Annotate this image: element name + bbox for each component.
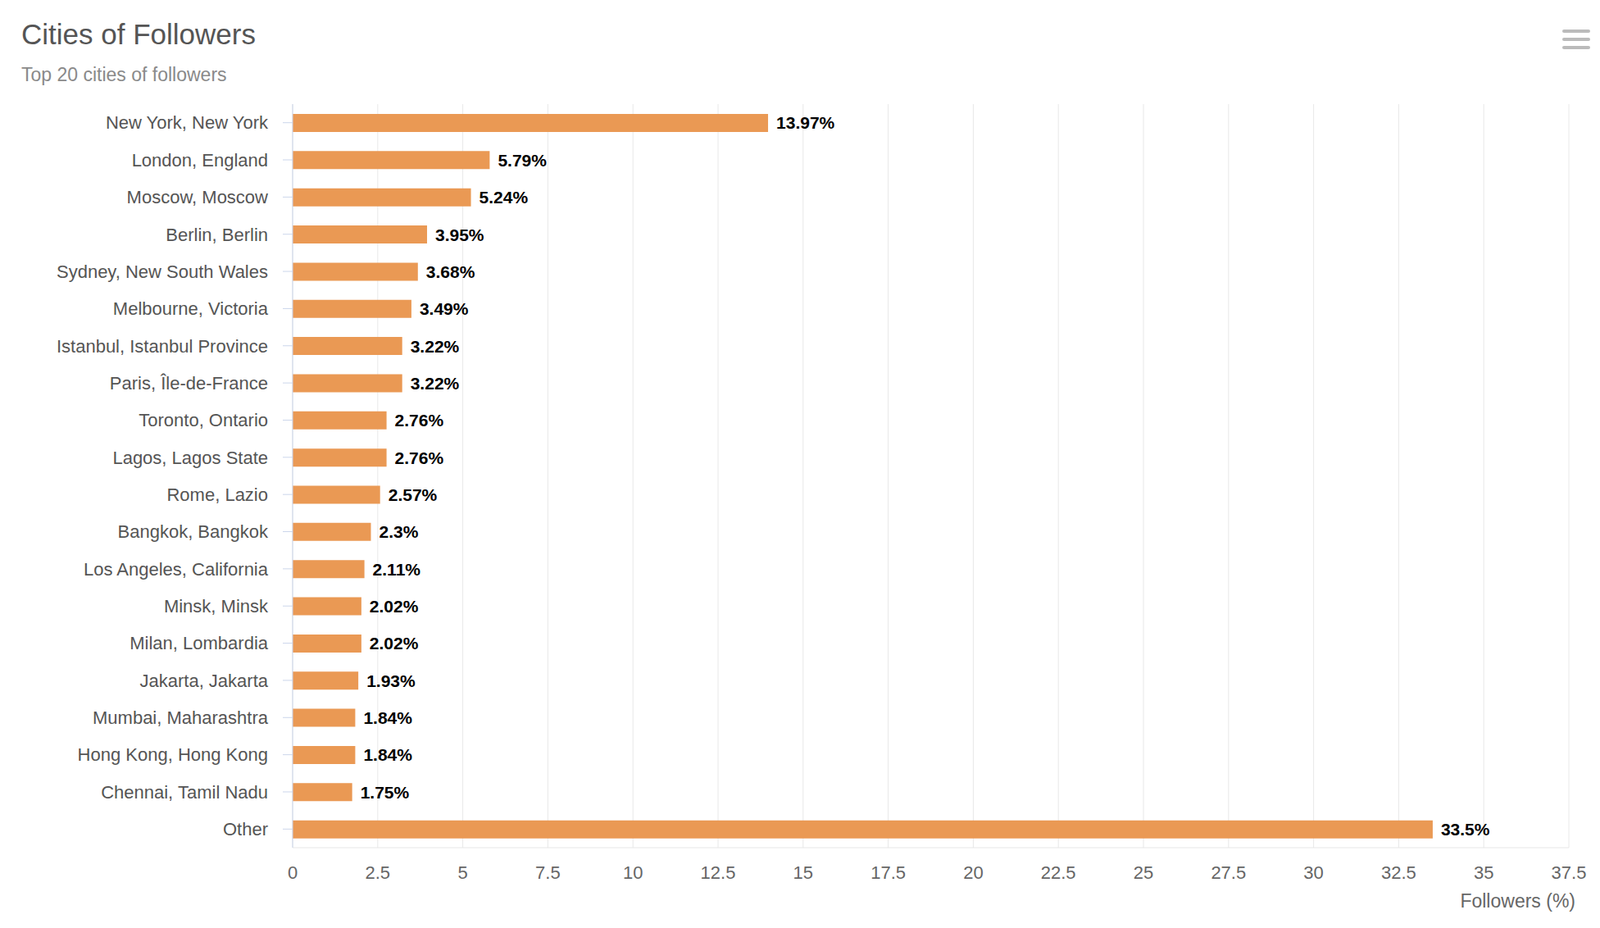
svg-text:32.5: 32.5 xyxy=(1381,862,1417,883)
svg-text:10: 10 xyxy=(622,862,643,883)
svg-text:17.5: 17.5 xyxy=(870,862,906,883)
svg-text:2.5: 2.5 xyxy=(365,862,391,883)
svg-text:London, England: London, England xyxy=(131,150,269,171)
svg-text:1.84%: 1.84% xyxy=(363,708,413,728)
svg-text:2.02%: 2.02% xyxy=(369,596,419,616)
svg-text:Chennai, Tamil Nadu: Chennai, Tamil Nadu xyxy=(100,781,269,803)
svg-text:Berlin, Berlin: Berlin, Berlin xyxy=(165,224,269,246)
svg-text:Melbourne, Victoria: Melbourne, Victoria xyxy=(113,298,269,319)
svg-text:5: 5 xyxy=(457,862,468,883)
svg-text:3.22%: 3.22% xyxy=(410,336,460,356)
svg-text:Los Angeles, California: Los Angeles, California xyxy=(83,559,269,580)
svg-text:2.57%: 2.57% xyxy=(388,485,438,505)
html-text:Followers (%): Followers (%) xyxy=(1460,890,1576,912)
svg-text:5.24%: 5.24% xyxy=(479,187,529,207)
svg-text:Paris, Île-de-France: Paris, Île-de-France xyxy=(109,372,269,394)
svg-text:Other: Other xyxy=(222,818,269,840)
svg-text:Minsk, Minsk: Minsk, Minsk xyxy=(163,595,269,617)
svg-text:Moscow, Moscow: Moscow, Moscow xyxy=(127,186,269,208)
svg-text:2.76%: 2.76% xyxy=(395,448,445,468)
svg-text:Jakarta, Jakarta: Jakarta, Jakarta xyxy=(139,670,269,691)
svg-text:3.95%: 3.95% xyxy=(435,225,485,245)
svg-text:25: 25 xyxy=(1133,862,1154,883)
svg-text:Rome, Lazio: Rome, Lazio xyxy=(166,484,269,505)
svg-text:1.84%: 1.84% xyxy=(363,745,413,764)
svg-text:Bangkok, Bangkok: Bangkok, Bangkok xyxy=(118,521,269,542)
svg-text:Milan, Lombardia: Milan, Lombardia xyxy=(129,632,269,654)
svg-text:37.5: 37.5 xyxy=(1551,862,1587,883)
svg-text:Sydney, New South Wales: Sydney, New South Wales xyxy=(56,261,269,282)
svg-text:15: 15 xyxy=(793,862,814,883)
svg-text:35: 35 xyxy=(1473,862,1494,883)
svg-text:3.22%: 3.22% xyxy=(410,373,460,393)
svg-text:2.3%: 2.3% xyxy=(378,522,419,541)
svg-text:7.5: 7.5 xyxy=(535,862,561,883)
svg-text:2.02%: 2.02% xyxy=(369,633,419,653)
html-text:Cities of Followers: Cities of Followers xyxy=(21,18,256,50)
svg-text:3.68%: 3.68% xyxy=(426,262,476,282)
svg-text:Toronto, Ontario: Toronto, Ontario xyxy=(138,409,269,431)
svg-text:Istanbul, Istanbul Province: Istanbul, Istanbul Province xyxy=(56,336,269,357)
html-text:Top 20 cities of followers: Top 20 cities of followers xyxy=(21,63,227,86)
svg-text:33.5%: 33.5% xyxy=(1440,819,1491,839)
svg-text:1.75%: 1.75% xyxy=(360,782,410,802)
svg-text:1.93%: 1.93% xyxy=(366,671,416,691)
svg-text:2.76%: 2.76% xyxy=(395,410,445,430)
svg-text:Lagos, Lagos State: Lagos, Lagos State xyxy=(112,447,269,469)
svg-text:30: 30 xyxy=(1303,862,1323,883)
svg-text:3.49%: 3.49% xyxy=(419,299,469,319)
svg-text:Mumbai, Maharashtra: Mumbai, Maharashtra xyxy=(92,707,269,728)
svg-text:Hong Kong, Hong Kong: Hong Kong, Hong Kong xyxy=(77,744,269,765)
svg-text:20: 20 xyxy=(963,862,983,883)
svg-text:27.5: 27.5 xyxy=(1210,862,1246,883)
svg-text:2.11%: 2.11% xyxy=(372,559,422,579)
svg-text:New York, New York: New York, New York xyxy=(105,112,269,133)
svg-text:0: 0 xyxy=(287,862,298,883)
svg-text:22.5: 22.5 xyxy=(1040,862,1077,883)
svg-text:12.5: 12.5 xyxy=(700,862,737,883)
svg-text:13.97%: 13.97% xyxy=(776,113,836,132)
svg-text:5.79%: 5.79% xyxy=(497,150,547,170)
